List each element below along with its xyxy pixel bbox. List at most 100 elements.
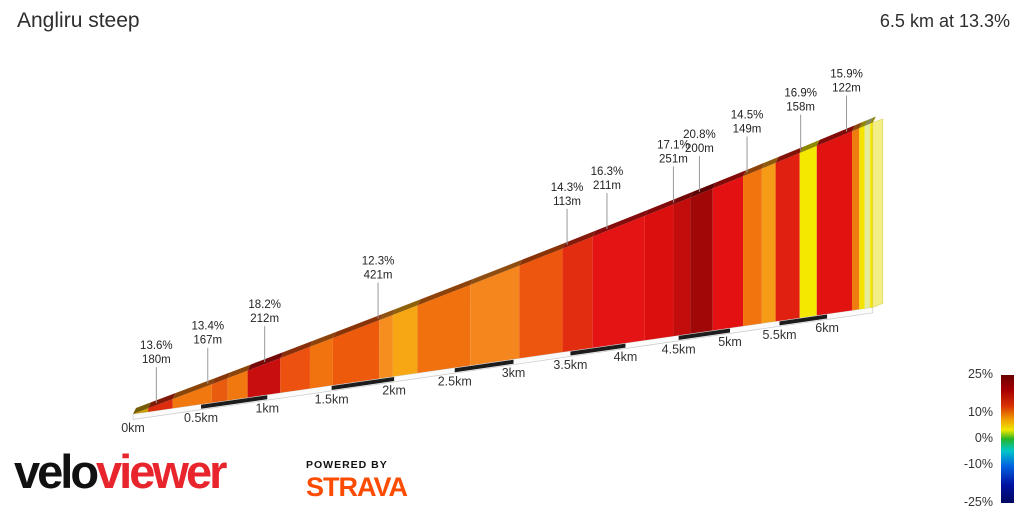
- profile-segment: [673, 197, 691, 337]
- profile-segment-top: [379, 308, 396, 321]
- base-strip-dash: [201, 395, 268, 409]
- annotation-length: 167m: [193, 335, 222, 347]
- base-strip-dash: [779, 314, 828, 326]
- annotation-gradient: 13.6%: [140, 340, 173, 352]
- profile-segment: [852, 128, 860, 311]
- profile-segment-top: [870, 116, 876, 124]
- veloviewer-logo[interactable]: veloviewer: [14, 445, 227, 498]
- gradient-annotation: 13.6% 180m: [140, 340, 173, 404]
- profile-segment-top: [799, 139, 820, 153]
- profile-segment: [562, 236, 593, 353]
- profile-end-cap: [872, 118, 884, 308]
- profile-segment: [379, 314, 393, 379]
- annotation-gradient: 17.1%: [657, 139, 690, 151]
- gradient-annotation: 16.3% 211m: [591, 166, 624, 229]
- profile-segment-top: [148, 393, 176, 409]
- km-label: 0km: [121, 421, 145, 435]
- profile-segment: [761, 162, 776, 324]
- profile-segment: [743, 168, 762, 327]
- profile-segment-top: [133, 402, 152, 414]
- gradient-annotation: 20.8% 200m: [683, 129, 716, 192]
- annotation-length: 149m: [733, 124, 762, 136]
- page-title: Angliru steep: [17, 9, 140, 32]
- profile-segment-top: [309, 331, 336, 347]
- km-label: 0.5km: [184, 411, 218, 425]
- profile-segment: [392, 305, 418, 377]
- gradient-annotation: 18.2% 212m: [248, 299, 281, 363]
- annotation-length: 212m: [250, 313, 279, 325]
- powered-by-strava[interactable]: POWERED BY STRAVA: [306, 459, 408, 503]
- profile-segment-top: [519, 242, 566, 266]
- gradient-annotation: 17.1% 251m: [657, 139, 690, 203]
- annotation-gradient: 12.3%: [362, 256, 395, 268]
- annotation-gradient: 18.2%: [248, 299, 281, 311]
- climb-summary: 6.5 km at 13.3%: [879, 11, 1010, 31]
- profile-segment-top: [816, 125, 856, 146]
- profile-segment-top: [227, 364, 251, 379]
- profile-segment-top: [280, 340, 313, 359]
- annotation-length: 122m: [832, 83, 861, 95]
- base-strip-dash: [331, 376, 395, 390]
- profile-segment-top: [392, 299, 421, 315]
- gradient-annotation: 12.3% 421m: [362, 256, 395, 319]
- profile-segment: [211, 378, 228, 403]
- veloviewer-logo-viewer: viewer: [96, 445, 227, 498]
- annotation-gradient: 13.4%: [191, 321, 224, 333]
- km-label: 6km: [815, 321, 839, 335]
- annotation-length: 180m: [142, 354, 171, 366]
- annotation-length: 421m: [364, 270, 393, 282]
- profile-segment-top: [562, 230, 596, 249]
- profile-segment: [470, 265, 520, 366]
- base-strip-dash: [678, 328, 730, 340]
- profile-segment-top: [332, 314, 383, 338]
- profile-segment-top: [644, 198, 677, 216]
- profile-segment: [227, 370, 248, 401]
- annotation-gradient: 20.8%: [683, 129, 716, 141]
- km-label: 3km: [502, 366, 526, 380]
- profile-segment: [148, 399, 173, 412]
- profile-segment: [775, 152, 800, 322]
- km-label: 1km: [255, 402, 279, 416]
- annotation-length: 211m: [593, 180, 621, 192]
- km-label: 5km: [718, 335, 742, 349]
- gradient-annotation: 14.3% 113m: [551, 182, 583, 245]
- profile-segment-top: [470, 259, 523, 285]
- profile-segment: [712, 176, 744, 331]
- powered-by-label: POWERED BY: [306, 459, 388, 471]
- base-strip-dash: [454, 359, 514, 373]
- strava-logo: STRAVA: [306, 472, 408, 502]
- km-label: 2km: [382, 383, 406, 397]
- profile-segment: [309, 337, 333, 389]
- profile-segment-top: [172, 378, 215, 400]
- annotation-gradient: 15.9%: [830, 69, 863, 81]
- profile-segment-top: [417, 278, 474, 306]
- profile-segment: [247, 358, 281, 398]
- annotation-gradient: 16.3%: [591, 166, 624, 178]
- profile-segment: [280, 346, 310, 393]
- profile-segment: [799, 145, 817, 318]
- profile-segment-top: [775, 146, 803, 163]
- gradient-annotation: 16.9% 158m: [784, 88, 817, 151]
- profile-segment: [172, 384, 212, 409]
- profile-segment: [859, 125, 865, 310]
- profile-segment-top: [673, 191, 694, 205]
- profile-segment-top: [761, 156, 779, 169]
- profile-segment: [133, 408, 149, 414]
- profile-segment-top: [864, 117, 874, 126]
- profile-segment-top: [211, 372, 231, 385]
- profile-segment: [690, 188, 713, 334]
- annotation-length: 200m: [685, 143, 714, 155]
- annotation-length: 158m: [786, 102, 815, 114]
- annotation-length: 251m: [659, 153, 688, 165]
- annotation-length: 113m: [553, 196, 581, 208]
- gradient-annotation: 15.9% 122m: [830, 69, 863, 132]
- gradient-annotation: 13.4% 167m: [191, 321, 224, 384]
- annotation-gradient: 16.9%: [784, 88, 817, 100]
- profile-segment-top: [743, 162, 765, 177]
- profile-segment-top: [859, 119, 868, 129]
- veloviewer-logo-velo: velo: [14, 445, 99, 498]
- profile-segment-top: [712, 170, 747, 189]
- profile-segment: [332, 320, 380, 386]
